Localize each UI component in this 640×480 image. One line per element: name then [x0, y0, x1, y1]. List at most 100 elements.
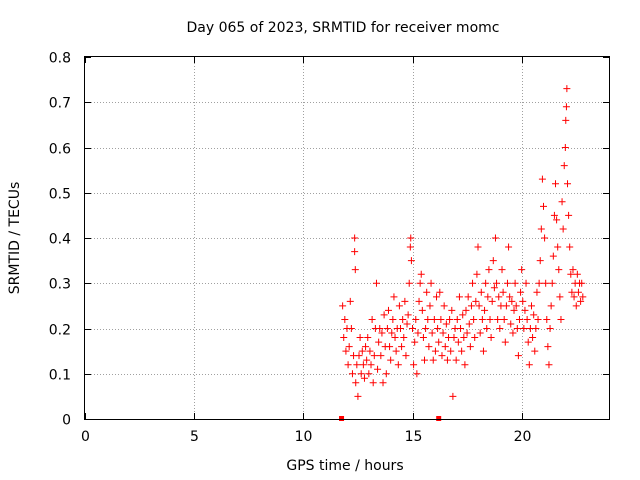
data-point: [555, 266, 563, 274]
data-point: [430, 315, 438, 323]
data-point: [351, 266, 359, 274]
y-tick-label: 0.2: [49, 323, 71, 339]
data-point: [470, 315, 478, 323]
tick-layer: 0 5 10 15 20 0 0.1 0.2 0.3 0.4 0.5 0.6 0.7 0.8: [49, 51, 609, 445]
data-point: [346, 297, 354, 305]
data-point: [521, 306, 529, 314]
data-point: [403, 320, 411, 328]
data-point: [407, 234, 415, 242]
data-point: [491, 234, 499, 242]
data-point: [388, 329, 396, 337]
data-point: [340, 334, 348, 342]
data-point: [502, 302, 510, 310]
grid-layer: [85, 57, 609, 419]
data-point: [358, 347, 366, 355]
data-point: [395, 302, 403, 310]
data-point: [414, 329, 422, 337]
data-point: [474, 243, 482, 251]
data-point: [578, 279, 586, 287]
data-point: [490, 284, 498, 292]
data-point: [556, 293, 564, 301]
data-point: [389, 315, 397, 323]
y-tick-label: 0.3: [49, 277, 71, 293]
points-layer: [339, 85, 587, 421]
data-point: [387, 356, 395, 364]
data-point: [560, 162, 568, 170]
data-point: [459, 311, 467, 319]
data-point: [356, 334, 364, 342]
data-point: [534, 315, 542, 323]
data-point: [433, 293, 441, 301]
data-point: [494, 315, 502, 323]
data-point: [392, 347, 400, 355]
data-point: [512, 302, 520, 310]
data-point: [532, 325, 540, 332]
data-point: [463, 329, 471, 337]
data-point: [469, 279, 477, 287]
data-point: [476, 329, 484, 337]
data-point: [496, 325, 504, 332]
data-point: [479, 347, 487, 355]
data-point: [563, 85, 571, 93]
data-point: [566, 243, 574, 251]
data-point: [364, 334, 372, 342]
data-point: [515, 315, 523, 323]
data-point: [399, 315, 407, 323]
data-point: [546, 325, 554, 332]
data-point: [510, 306, 518, 314]
data-point: [565, 211, 573, 219]
axis-marker: [436, 416, 442, 421]
data-point: [355, 352, 363, 360]
data-point: [508, 297, 516, 305]
data-point: [484, 293, 492, 301]
data-point: [543, 315, 551, 323]
data-point: [422, 325, 430, 332]
data-point: [544, 343, 552, 351]
data-point: [562, 116, 570, 124]
data-point: [425, 343, 433, 351]
data-point: [533, 288, 541, 296]
data-point: [548, 279, 556, 287]
data-point: [342, 347, 350, 355]
data-point: [505, 243, 513, 251]
data-point: [485, 266, 493, 274]
data-point: [365, 370, 373, 378]
data-point: [351, 234, 359, 242]
data-point: [378, 329, 386, 337]
data-point: [537, 225, 545, 233]
plot-frame: [84, 56, 610, 420]
data-point: [438, 352, 446, 360]
data-point: [579, 293, 587, 301]
data-point: [450, 334, 458, 342]
data-point: [471, 334, 479, 342]
data-point: [423, 288, 431, 296]
data-point: [554, 243, 562, 251]
data-point: [390, 293, 398, 301]
data-point: [540, 202, 547, 210]
data-point: [437, 315, 445, 323]
data-point: [488, 297, 496, 305]
axis-marker: [339, 416, 345, 421]
data-point: [369, 379, 377, 387]
data-point: [530, 311, 538, 319]
data-point: [478, 315, 486, 323]
x-tick-label: 5: [190, 429, 199, 445]
data-point: [509, 329, 517, 337]
data-point: [383, 325, 391, 332]
data-point: [375, 338, 383, 346]
data-point: [382, 370, 390, 378]
data-point: [376, 325, 384, 332]
data-point: [499, 288, 507, 296]
data-point: [386, 343, 394, 351]
data-point: [531, 347, 539, 355]
data-point: [362, 343, 370, 351]
data-point: [522, 279, 530, 287]
data-point: [527, 302, 535, 310]
data-point: [454, 338, 462, 346]
data-point: [400, 334, 408, 342]
data-point: [394, 361, 402, 369]
data-point: [570, 293, 578, 301]
data-point: [523, 315, 531, 323]
data-point: [483, 325, 491, 332]
data-point: [506, 293, 514, 301]
